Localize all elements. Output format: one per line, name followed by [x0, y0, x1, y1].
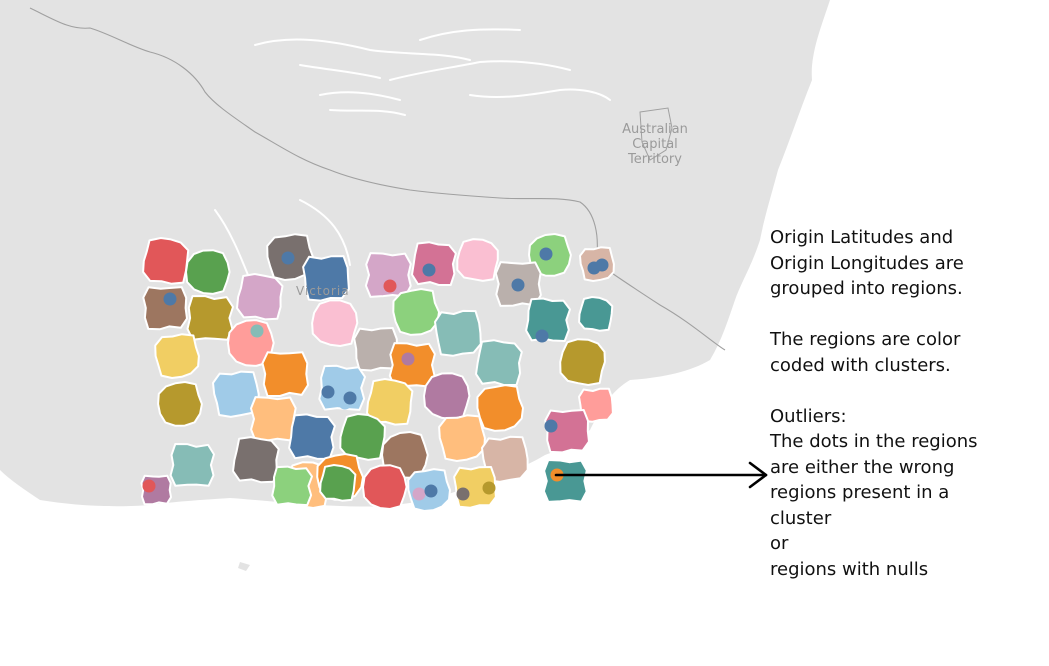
region-blob[interactable]: [476, 384, 524, 432]
annotation-line: are either the wrong: [770, 456, 955, 478]
region-blob[interactable]: [366, 378, 414, 426]
outlier-dot[interactable]: [456, 487, 470, 501]
outlier-dot[interactable]: [511, 278, 525, 292]
region-blob[interactable]: [423, 372, 471, 420]
regions-layer: [140, 233, 615, 512]
outlier-dot[interactable]: [250, 324, 264, 338]
region-blob[interactable]: [185, 249, 231, 295]
region-blob[interactable]: [302, 255, 350, 302]
region-blob[interactable]: [353, 327, 399, 372]
annotation-line: grouped into regions.: [770, 278, 963, 299]
outlier-dot[interactable]: [422, 263, 436, 277]
region-blob[interactable]: [559, 338, 606, 386]
annotation-line: The dots in the regions: [770, 431, 978, 452]
region-blob[interactable]: [250, 396, 297, 442]
annotation-line: regions present in a: [770, 482, 950, 503]
annotation-line: or: [770, 533, 789, 554]
rivers: [214, 28, 611, 281]
region-blob[interactable]: [434, 309, 482, 357]
region-blob[interactable]: [319, 464, 357, 502]
region-blob[interactable]: [288, 413, 336, 460]
annotation-line: Origin Latitudes and: [770, 227, 954, 248]
outlier-dot[interactable]: [383, 279, 397, 293]
outlier-dot[interactable]: [197, 452, 211, 466]
outlier-dot[interactable]: [163, 292, 177, 306]
annotation-line: coded with clusters.: [770, 354, 951, 376]
region-blob[interactable]: [481, 435, 529, 483]
region-blob[interactable]: [475, 339, 523, 387]
region-blob[interactable]: [236, 273, 284, 321]
region-blob[interactable]: [169, 443, 215, 487]
region-blob[interactable]: [392, 288, 440, 336]
outlier-dot[interactable]: [281, 251, 295, 265]
region-blob[interactable]: [411, 241, 457, 286]
region-blob[interactable]: [142, 286, 188, 331]
annotation-text: Origin Latitudes and Origin Longitudes a…: [770, 225, 1040, 582]
outlier-dot[interactable]: [544, 419, 558, 433]
region-blob[interactable]: [362, 464, 408, 510]
region-blob[interactable]: [154, 333, 200, 379]
outlier-dot[interactable]: [595, 258, 609, 272]
region-blob[interactable]: [157, 381, 203, 427]
outlier-dot[interactable]: [343, 391, 357, 405]
region-blob[interactable]: [438, 414, 486, 462]
territory-label: Australian Capital Territory: [622, 122, 688, 167]
outlier-dot[interactable]: [401, 352, 415, 366]
region-blob[interactable]: [142, 237, 190, 285]
region-blob[interactable]: [525, 297, 571, 342]
outlier-arrow: [554, 461, 768, 489]
annotation-line: Origin Longitudes are: [770, 252, 964, 274]
outlier-dot[interactable]: [142, 479, 156, 493]
outlier-dot[interactable]: [539, 247, 553, 261]
act-border: [639, 107, 673, 161]
region-blob[interactable]: [232, 436, 280, 484]
outlier-dot[interactable]: [424, 484, 438, 498]
coast-islet: [238, 562, 250, 571]
region-blob[interactable]: [339, 413, 386, 461]
region-blob[interactable]: [271, 465, 313, 507]
outlier-dot[interactable]: [321, 385, 335, 399]
region-blob[interactable]: [261, 351, 309, 397]
region-blob[interactable]: [311, 299, 359, 347]
region-blob[interactable]: [578, 296, 614, 332]
region-blob[interactable]: [542, 459, 588, 503]
region-blob[interactable]: [578, 387, 614, 423]
outlier-dot[interactable]: [412, 487, 426, 501]
region-blob[interactable]: [456, 238, 499, 282]
state-label: Victoria: [296, 284, 350, 298]
outlier-dot[interactable]: [482, 481, 496, 495]
annotation-line: Outliers:: [770, 405, 847, 427]
region-blob[interactable]: [186, 295, 234, 341]
annotation-line: cluster: [770, 507, 832, 529]
annotation-line: regions with nulls: [770, 558, 929, 580]
outlier-dot[interactable]: [535, 329, 549, 343]
region-blob[interactable]: [212, 370, 260, 418]
annotation-line: The regions are color: [770, 329, 961, 350]
